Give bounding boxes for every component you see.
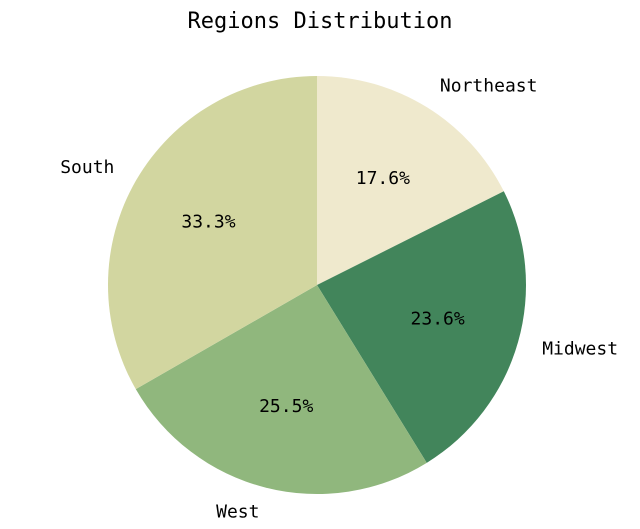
pie-slice-west — [135, 285, 427, 495]
pie-pct-label-west: 25.5% — [259, 396, 313, 417]
pie-category-label-west: West — [216, 501, 259, 522]
pie-category-label-northeast: Northeast — [440, 75, 538, 96]
pie-slice-northeast — [317, 76, 504, 285]
pie-category-label-south: South — [60, 157, 114, 178]
pie-slices — [108, 76, 526, 495]
chart-title: Regions Distribution — [188, 9, 453, 34]
pie-slice-midwest — [317, 191, 526, 463]
pie-slice-south — [108, 76, 317, 390]
pie-pct-label-south: 33.3% — [181, 212, 235, 233]
pie-labels: 17.6% Northeast 23.6% Midwest 25.5% West 33.3%… — [60, 75, 618, 522]
pie-pct-label-northeast: 17.6% — [356, 168, 410, 189]
pie-category-label-midwest: Midwest — [542, 338, 618, 359]
pie-pct-label-midwest: 23.6% — [411, 309, 465, 330]
